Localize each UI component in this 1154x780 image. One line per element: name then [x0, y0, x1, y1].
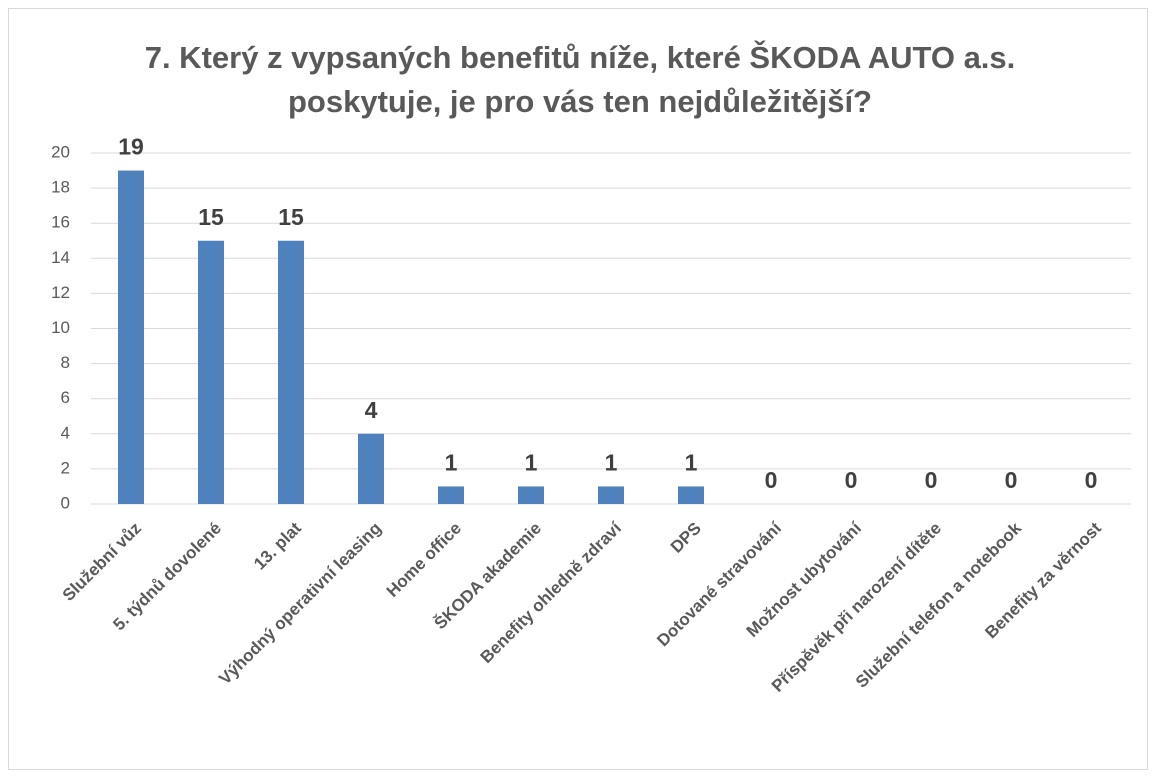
x-tick-label: DPS	[667, 519, 705, 557]
y-tick-label: 18	[51, 178, 70, 197]
x-tick-label: Home office	[383, 519, 465, 601]
value-label: 0	[765, 467, 778, 493]
x-tick-label: Výhodný operativní leasing	[215, 519, 385, 689]
bar	[118, 170, 144, 505]
y-tick-label: 10	[51, 318, 70, 337]
bar	[358, 433, 384, 504]
value-label: 1	[605, 450, 618, 476]
value-label: 4	[365, 397, 378, 423]
y-tick-label: 12	[51, 283, 70, 302]
bar	[518, 486, 544, 504]
y-tick-label: 6	[61, 388, 70, 407]
value-label: 0	[845, 467, 858, 493]
x-tick-label: Služební telefon a notebook	[852, 518, 1025, 691]
x-tick-label: Benefity ohledně zdraví	[477, 518, 626, 667]
y-tick-label: 14	[51, 248, 70, 267]
bar	[678, 486, 704, 504]
chart-title: 7. Který z vypsaných benefitů níže, kter…	[144, 40, 1016, 119]
y-tick-label: 16	[51, 213, 70, 232]
value-label: 1	[685, 450, 698, 476]
value-label: 15	[198, 204, 224, 230]
bar	[598, 486, 624, 504]
y-tick-label: 2	[61, 458, 70, 477]
y-tick-label: 0	[61, 493, 70, 512]
value-label: 0	[1005, 467, 1018, 493]
value-label: 1	[445, 450, 458, 476]
value-label: 19	[118, 134, 144, 160]
chart-border	[8, 8, 1148, 770]
x-tick-label: 13. plat	[250, 518, 305, 573]
value-label: 1	[525, 450, 538, 476]
bar	[278, 240, 304, 504]
y-tick-label: 20	[51, 142, 70, 161]
x-tick-label: Příspěvěk při narození dítěte	[768, 519, 945, 696]
y-tick-label: 8	[61, 353, 70, 372]
value-label: 15	[278, 204, 304, 230]
value-label: 0	[1085, 467, 1098, 493]
bar	[198, 240, 224, 504]
value-label: 0	[925, 467, 938, 493]
x-tick-label: Služební vůz	[59, 519, 145, 605]
y-tick-label: 4	[61, 423, 70, 442]
bar	[438, 486, 464, 504]
